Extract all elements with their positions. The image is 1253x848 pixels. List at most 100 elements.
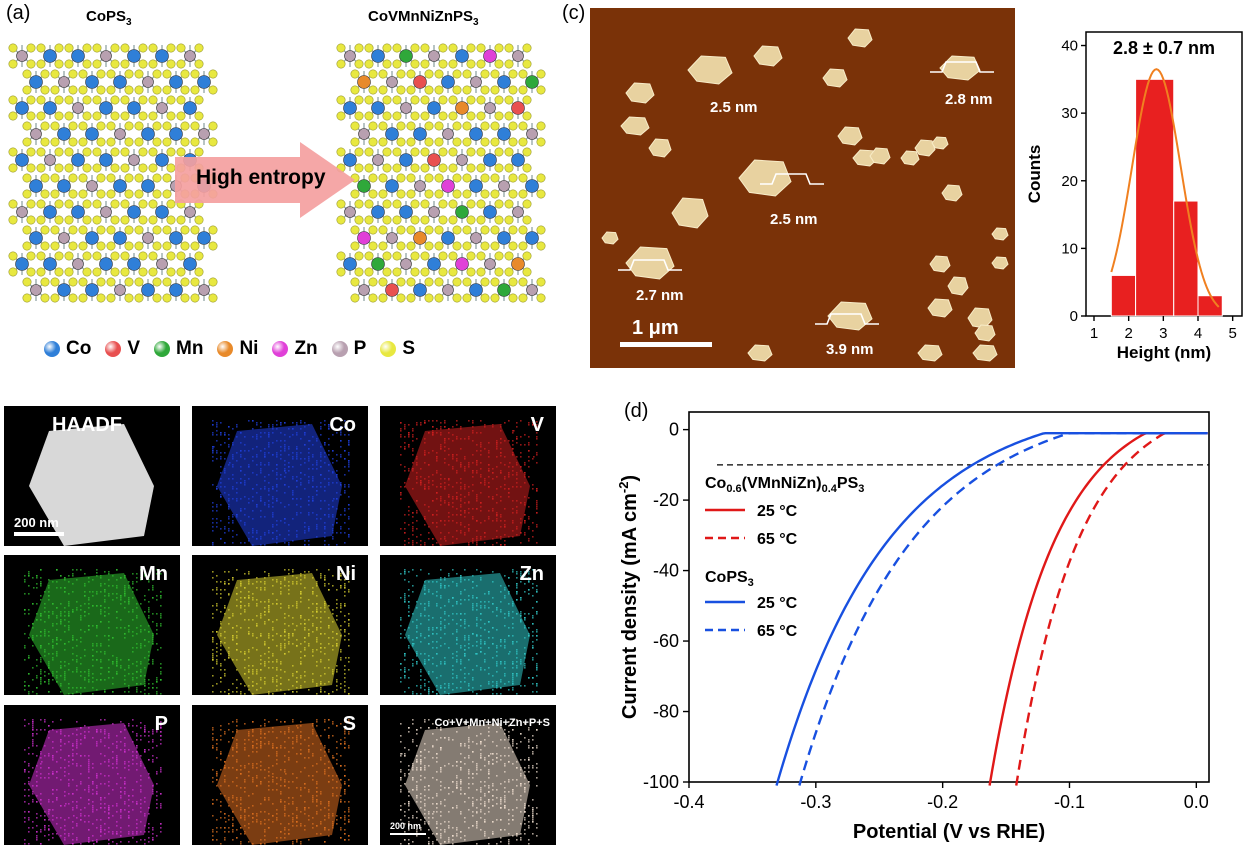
metal-atom <box>483 153 497 167</box>
panel-b-label: (b) <box>6 404 31 426</box>
s-atom <box>438 59 448 69</box>
y-tick-label: 0 <box>669 420 679 440</box>
eds-tile-label: Ni <box>336 563 356 585</box>
metal-atom <box>483 49 497 63</box>
s-atom <box>424 121 434 131</box>
legend-item-ni: Ni <box>217 338 258 360</box>
s-atom <box>134 121 144 131</box>
legend-label: Ni <box>239 338 259 359</box>
s-atom <box>92 147 102 157</box>
s-atom <box>180 277 190 287</box>
s-atom <box>96 173 106 183</box>
s-atom <box>166 59 176 69</box>
eds-tile-haadf: HAADF 200 nm <box>4 406 180 546</box>
s-atom <box>448 147 458 157</box>
s-atom <box>382 43 392 53</box>
x-tick-label: -0.1 <box>1054 792 1085 812</box>
s-atom <box>180 137 190 147</box>
s-atom <box>36 267 46 277</box>
s-atom <box>26 59 36 69</box>
gaussian-fit-line <box>1110 68 1220 308</box>
s-atom <box>392 215 402 225</box>
s-atom <box>518 293 528 303</box>
s-atom <box>434 173 444 183</box>
s-atom <box>208 69 218 79</box>
eds-tile-co: Co <box>192 406 368 546</box>
s-atom <box>36 163 46 173</box>
s-atom <box>68 225 78 235</box>
s-atom <box>166 95 176 105</box>
s-atom <box>466 59 476 69</box>
s-atom <box>424 277 434 287</box>
s-atom <box>134 137 144 147</box>
metal-atom <box>455 205 469 219</box>
metal-atom <box>455 101 469 115</box>
p-atom <box>414 180 426 192</box>
s-atom <box>50 69 60 79</box>
s-atom <box>452 137 462 147</box>
s-atom <box>180 85 190 95</box>
s-atom <box>92 95 102 105</box>
nanosheet-flake <box>991 227 1009 241</box>
p-atom <box>428 206 440 218</box>
s-atom <box>480 189 490 199</box>
s-atom <box>176 215 186 225</box>
s-atom <box>40 85 50 95</box>
p-atom <box>400 102 412 114</box>
s-atom <box>424 189 434 199</box>
s-atom <box>166 251 176 261</box>
s-atom <box>364 43 374 53</box>
metal-atom <box>57 283 71 297</box>
s-atom <box>480 121 490 131</box>
s-atom <box>64 111 74 121</box>
s-atom <box>106 277 116 287</box>
s-atom <box>368 121 378 131</box>
metal-atom <box>43 101 57 115</box>
s-atom <box>176 59 186 69</box>
plot-frame <box>688 411 1210 783</box>
s-atom <box>476 199 486 209</box>
s-atom <box>494 95 504 105</box>
particle-shape <box>29 723 154 845</box>
arrow-label: High entropy <box>196 166 326 189</box>
s-atom <box>22 173 32 183</box>
s-atom <box>448 267 458 277</box>
height-annotation: 2.5 nm <box>770 211 818 228</box>
s-atom <box>166 163 176 173</box>
eds-map-image <box>24 569 162 695</box>
s-atom <box>120 267 130 277</box>
s-atom <box>536 121 546 131</box>
s-atom <box>138 95 148 105</box>
s-atom <box>434 69 444 79</box>
metal-atom <box>183 257 197 271</box>
s-atom <box>64 251 74 261</box>
s-atom <box>406 85 416 95</box>
zn-atom-icon <box>272 341 289 357</box>
s-atom <box>350 293 360 303</box>
y-tick-label: -100 <box>643 772 679 792</box>
s-atom <box>96 121 106 131</box>
s-atom <box>92 59 102 69</box>
s-atom <box>522 59 532 69</box>
s-atom <box>148 95 158 105</box>
s-atom <box>194 251 204 261</box>
s-atom <box>120 215 130 225</box>
s-atom <box>110 147 120 157</box>
particle-shape <box>217 424 342 546</box>
s-atom <box>448 199 458 209</box>
s-atom <box>54 59 64 69</box>
p-atom <box>372 154 384 166</box>
s-atom <box>504 251 514 261</box>
s-atom <box>476 59 486 69</box>
s-atom <box>190 69 200 79</box>
s-atom <box>382 267 392 277</box>
s-atom <box>452 277 462 287</box>
metal-atom <box>57 179 71 193</box>
s-atom <box>106 225 116 235</box>
p-atom <box>30 128 42 140</box>
s-atom <box>476 163 486 173</box>
metal-atom <box>525 179 539 193</box>
legend-label: 25 °C <box>757 503 798 520</box>
s-atom <box>536 85 546 95</box>
s-atom <box>536 225 546 235</box>
